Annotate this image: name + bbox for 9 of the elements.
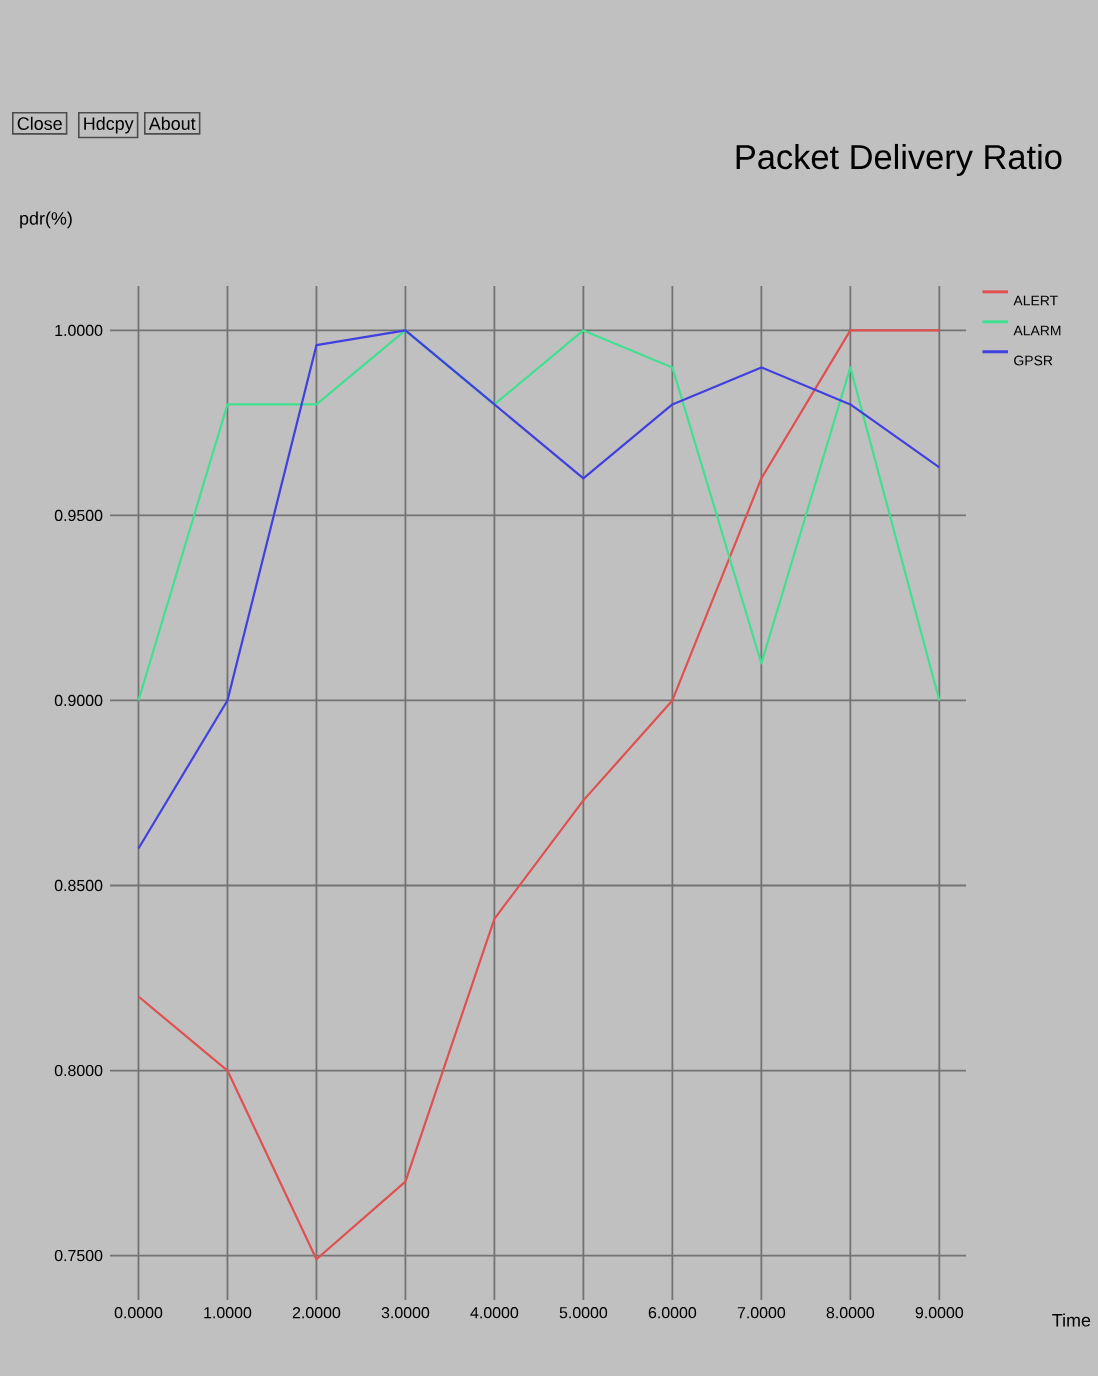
line-series [137, 329, 941, 1261]
x-axis-title: Time [1052, 1313, 1091, 1327]
chart-title: Packet Delivery Ratio [736, 143, 1062, 177]
text: Close [17, 116, 62, 130]
y-axis-title: pdr(%) [20, 211, 72, 229]
text: About [148, 116, 196, 130]
line-series [137, 329, 941, 702]
line-series [137, 329, 941, 850]
text: Hdcpy [84, 116, 134, 134]
